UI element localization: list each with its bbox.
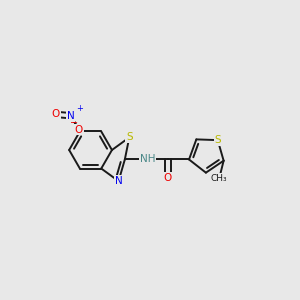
Text: O: O [164, 173, 172, 183]
Text: S: S [126, 132, 133, 142]
Text: S: S [214, 135, 221, 145]
Text: CH₃: CH₃ [211, 174, 227, 183]
Text: N: N [67, 111, 75, 121]
Text: O: O [52, 110, 60, 119]
Text: NH: NH [140, 154, 155, 164]
Text: −: − [70, 118, 79, 128]
Text: +: + [76, 104, 83, 113]
Text: O: O [75, 124, 83, 135]
Text: N: N [115, 176, 122, 186]
